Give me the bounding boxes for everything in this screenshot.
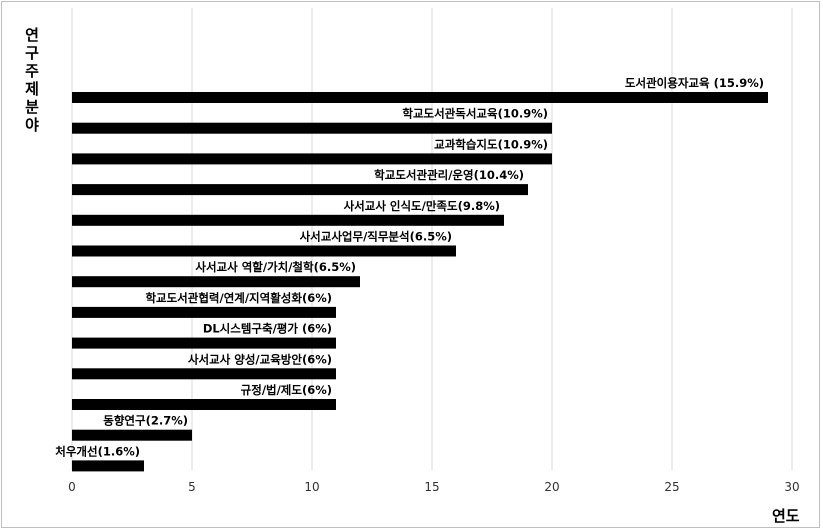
y-axis-label-char: 분 xyxy=(25,98,39,116)
y-axis-label-char: 제 xyxy=(25,80,39,98)
x-tick-label: 0 xyxy=(68,480,76,494)
y-axis-label-char: 연 xyxy=(25,26,39,44)
bar xyxy=(72,184,528,196)
gridlines xyxy=(71,8,793,470)
bar-labels: 도서관이용자교육 (15.9%) 학교도서관독서교육(10.9%) 교과학습지도(1… xyxy=(55,76,764,458)
bar xyxy=(72,245,456,257)
bar xyxy=(72,399,336,410)
bar-label: 처우개선(1.6%) xyxy=(55,444,140,458)
bars xyxy=(72,92,768,472)
bar-label: DL시스템구축/평가 (6%) xyxy=(203,322,332,336)
x-tick-label: 30 xyxy=(784,480,799,494)
y-axis-label-char: 야 xyxy=(25,116,39,134)
bar-label: 학교도서관협력/연계/지역활성화(6%) xyxy=(145,291,332,305)
bar-label: 사서교사 역할/가치/철학(6.5%) xyxy=(195,260,356,274)
bar-label: 교과학습지도(10.9%) xyxy=(434,137,548,151)
bar-label: 도서관이용자교육 (15.9%) xyxy=(625,76,764,90)
bar-label: 규정/법/제도(6%) xyxy=(241,383,332,397)
bar xyxy=(72,122,552,134)
bar-label: 사서교사 인식도/만족도(9.8%) xyxy=(344,199,500,213)
bar-label: 학교도서관독서교육(10.9%) xyxy=(402,107,548,121)
bar xyxy=(72,460,144,472)
bar xyxy=(72,368,336,380)
bar xyxy=(72,429,192,441)
bar xyxy=(72,92,768,103)
bar xyxy=(72,276,360,288)
bar xyxy=(72,337,336,349)
y-axis-label-char: 주 xyxy=(25,62,39,80)
x-tick-label: 10 xyxy=(304,480,319,494)
bar-label: 사서교사업무/직무분석(6.5%) xyxy=(300,230,452,244)
x-tick-labels: 0 5 10 15 20 25 30 xyxy=(68,480,799,494)
x-tick-label: 5 xyxy=(188,480,196,494)
bar xyxy=(72,306,336,318)
bar-label: 동향연구(2.7%) xyxy=(103,414,188,428)
y-axis-label-char: 구 xyxy=(25,44,39,62)
bar xyxy=(72,214,504,226)
x-tick-label: 25 xyxy=(664,480,679,494)
bar-label: 학교도서관관리/운영(10.4%) xyxy=(374,168,524,182)
bar xyxy=(72,153,552,165)
x-tick-label: 15 xyxy=(424,480,439,494)
bar-label: 사서교사 양성/교육방안(6%) xyxy=(188,352,332,366)
x-axis-label: 연도 xyxy=(772,507,800,525)
x-tick-label: 20 xyxy=(544,480,559,494)
